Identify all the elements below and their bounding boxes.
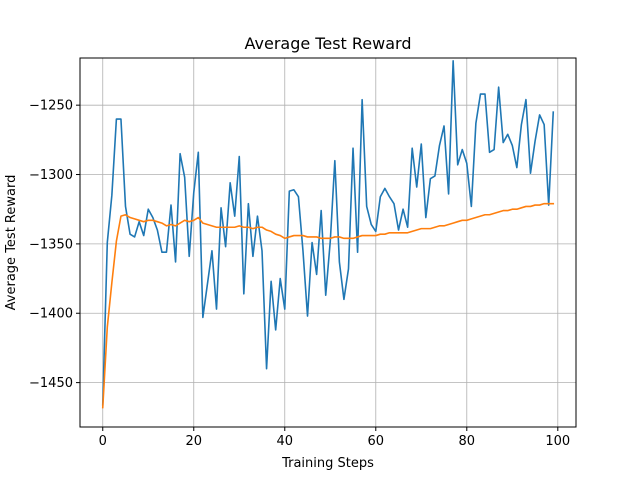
ticks: 0 20 40 60 80 100 −1450 −1400 −1350 −1300 −1250 [29,99,570,449]
x-tick-label: 0 [99,434,107,449]
grid [80,58,576,427]
x-tick-label: 100 [545,434,570,449]
y-tick-label: −1250 [29,99,73,114]
y-tick-label: −1450 [29,376,73,391]
series-layer [101,59,555,409]
x-tick-label: 60 [368,434,385,449]
chart-title: Average Test Reward [245,34,412,53]
series-line-running-average [101,202,555,409]
y-axis-label: Average Test Reward [4,175,19,311]
x-tick-label: 40 [276,434,293,449]
x-tick-label: 20 [185,434,202,449]
x-tick-label: 80 [459,434,476,449]
x-axis-label: Training Steps [281,456,374,471]
series-line-test-reward [101,59,555,406]
plot-frame [79,57,577,428]
y-tick-label: −1350 [29,237,73,252]
y-tick-label: −1400 [29,307,73,322]
y-tick-label: −1300 [29,168,73,183]
